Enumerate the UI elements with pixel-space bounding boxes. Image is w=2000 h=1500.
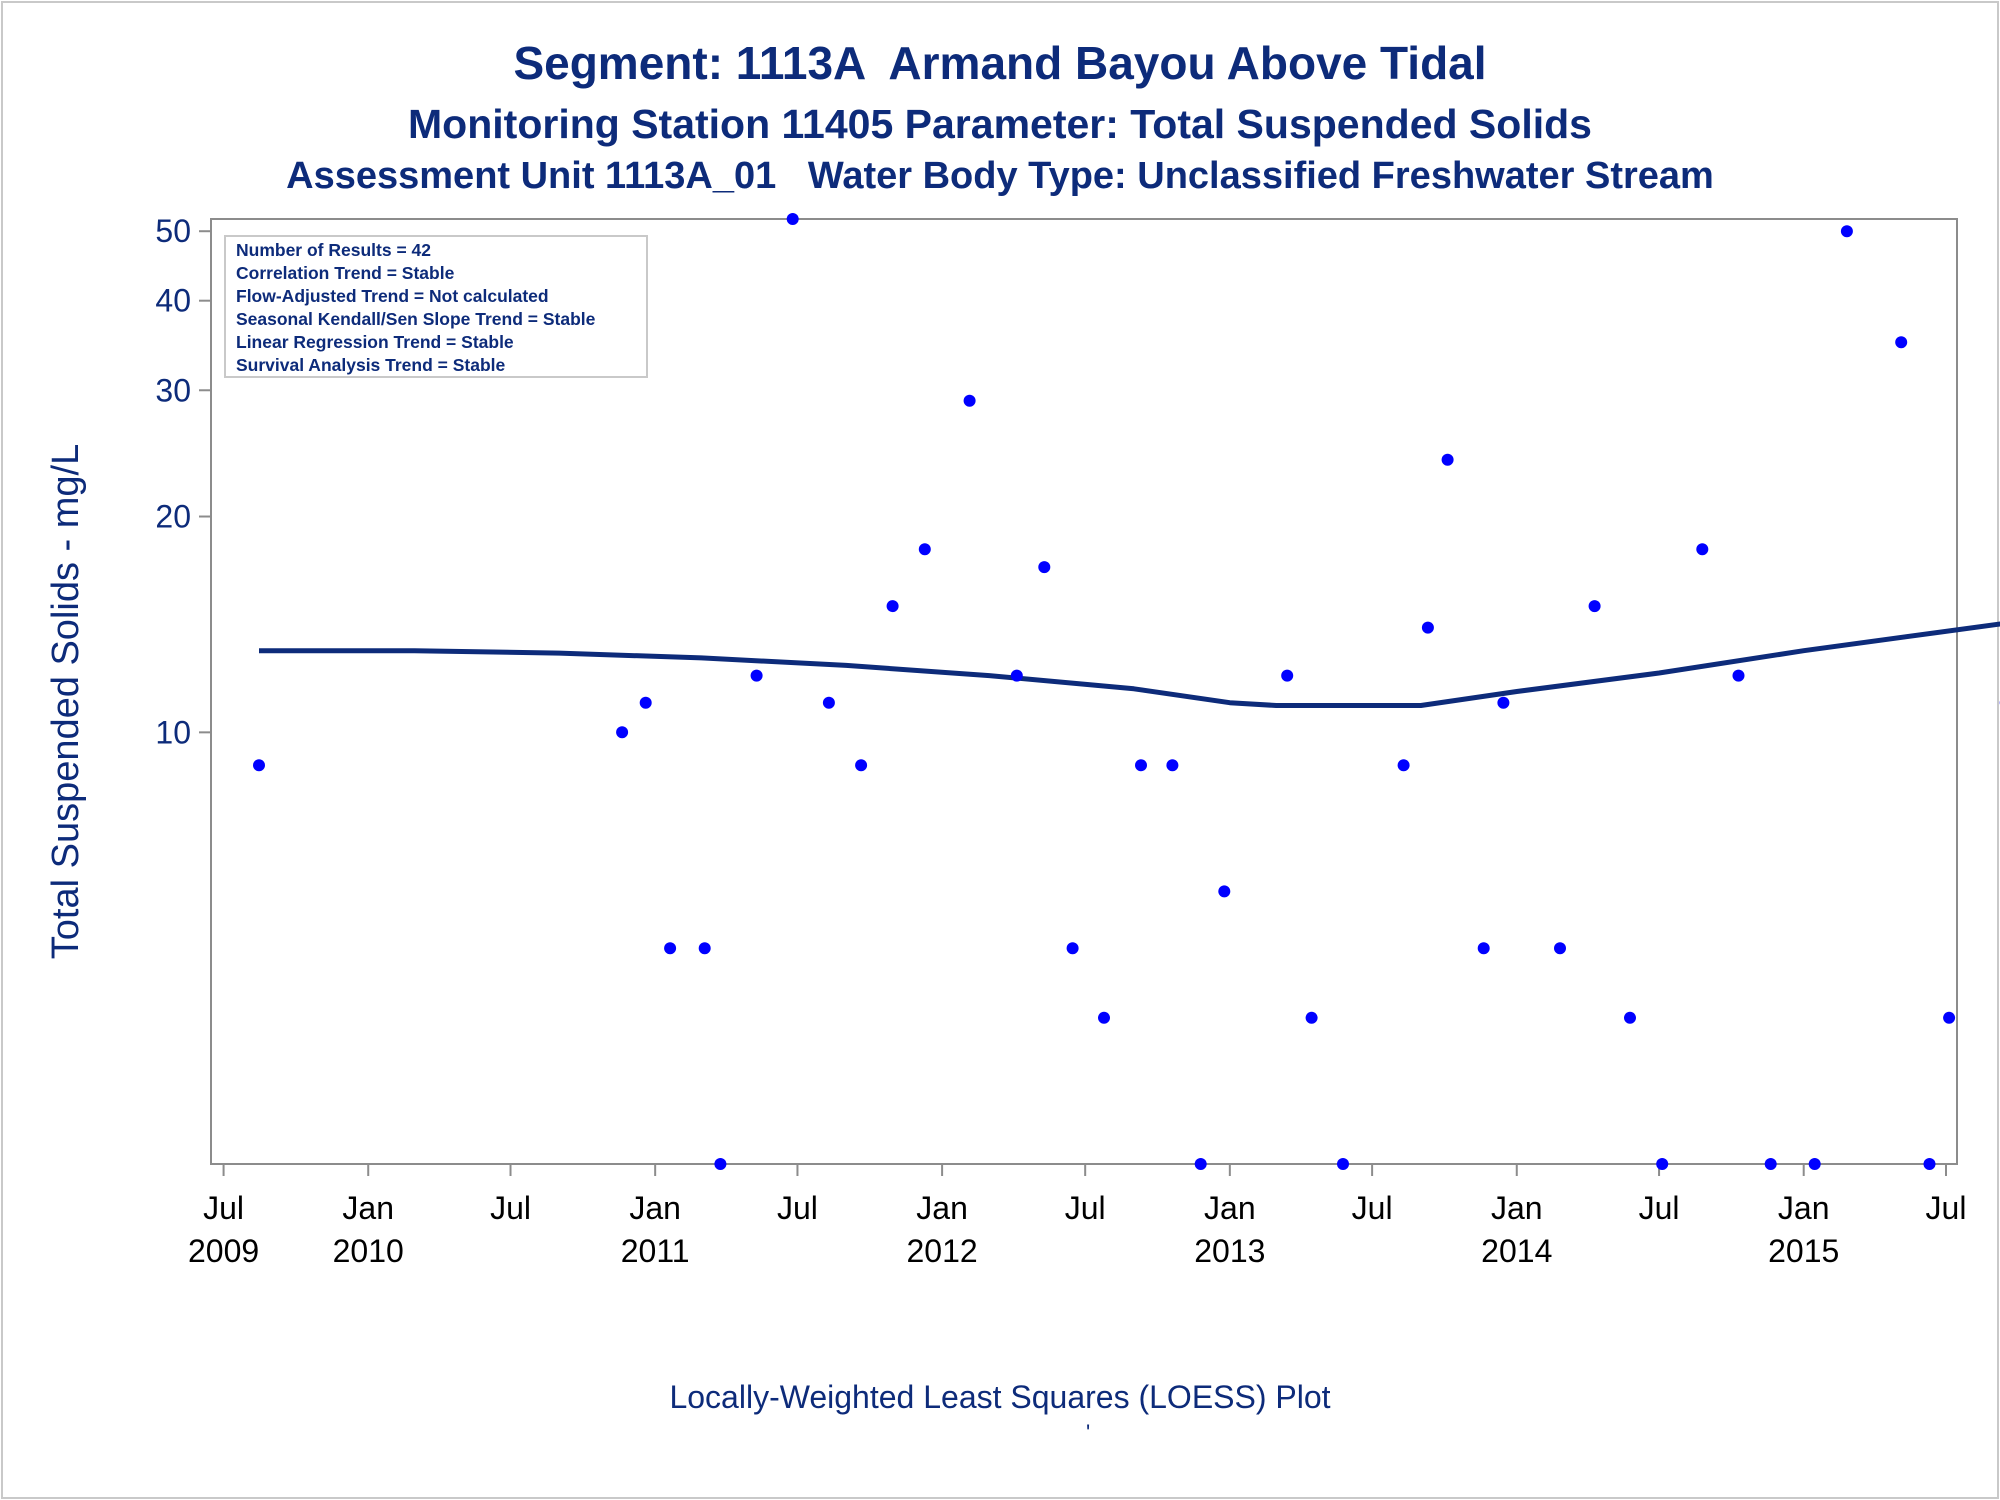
x-tick-label: Jan <box>1491 1190 1543 1226</box>
data-point <box>1038 561 1051 574</box>
data-point <box>1923 1158 1936 1170</box>
stats-line: Flow-Adjusted Trend = Not calculated <box>236 286 549 306</box>
x-tick-label: Jul <box>203 1190 244 1226</box>
x-tick-label: Jul <box>777 1190 818 1226</box>
data-point <box>616 726 629 739</box>
x-tick-label: Jul <box>1639 1190 1680 1226</box>
data-point <box>822 696 835 709</box>
y-tick-label: 40 <box>155 283 191 319</box>
data-point <box>1166 759 1179 772</box>
x-tick-label: Jan <box>342 1190 394 1226</box>
data-point <box>1764 1158 1777 1170</box>
data-point <box>1305 1011 1318 1024</box>
data-point <box>1808 1158 1821 1170</box>
x-tick-label: Jul <box>1926 1190 1967 1226</box>
data-point <box>1554 942 1566 955</box>
data-point <box>1194 1158 1207 1170</box>
data-point <box>1098 1011 1110 1024</box>
x-tick-label: Jul <box>1065 1190 1106 1226</box>
plot-area <box>210 218 1958 1165</box>
chart-subtitle-2: Assessment Unit 1113A_01 Water Body Type… <box>286 155 1714 197</box>
x-tick-label: Jul <box>1352 1190 1393 1226</box>
y-tick-label: 50 <box>155 213 191 249</box>
x-tick-label: Jan <box>629 1190 681 1226</box>
data-point <box>714 1158 727 1170</box>
stats-line: Correlation Trend = Stable <box>236 263 455 283</box>
data-point <box>1010 669 1023 682</box>
y-tick-label: 30 <box>155 372 191 408</box>
data-point <box>1421 621 1434 634</box>
y-tick-label: 10 <box>155 714 191 750</box>
chart-title: Segment: 1113A Armand Bayou Above Tidal <box>513 37 1487 89</box>
data-point <box>1895 336 1908 349</box>
x-tick-year-label: 2009 <box>188 1233 259 1269</box>
stats-line: Survival Analysis Trend = Stable <box>236 355 506 375</box>
data-point <box>1135 759 1147 772</box>
data-point <box>855 759 868 772</box>
x-tick-year-label: 2014 <box>1481 1233 1552 1269</box>
stats-box <box>224 235 648 378</box>
data-point <box>1218 885 1231 898</box>
data-point <box>1441 453 1454 466</box>
data-point <box>886 600 899 613</box>
data-point <box>918 543 931 556</box>
data-point <box>1588 600 1601 613</box>
data-point <box>963 394 976 407</box>
data-point <box>1696 543 1709 556</box>
chart-footnote: Locally-Weighted Least Squares (LOESS) P… <box>669 1379 1331 1415</box>
y-tick-label: 20 <box>155 499 191 535</box>
x-tick-year-label: 2012 <box>907 1233 978 1269</box>
x-tick-year-label: 2010 <box>333 1233 404 1269</box>
x-tick-label: Jul <box>490 1190 531 1226</box>
data-point <box>698 942 711 955</box>
x-tick-label: Jan <box>1778 1190 1830 1226</box>
data-point <box>1497 696 1510 709</box>
data-point <box>1624 1011 1636 1024</box>
data-point <box>639 696 652 709</box>
data-point <box>750 669 763 682</box>
data-point <box>1477 942 1490 955</box>
loess-line <box>259 621 2000 708</box>
data-point <box>253 759 265 772</box>
data-point <box>1281 669 1294 682</box>
stats-line: Number of Results = 42 <box>236 240 431 260</box>
x-tick-year-label: 2015 <box>1768 1233 1839 1269</box>
chart-subtitle: Monitoring Station 11405 Parameter: Tota… <box>408 101 1592 147</box>
stats-line: Seasonal Kendall/Sen Slope Trend = Stabl… <box>236 309 596 329</box>
y-axis-label: Total Suspended Solids - mg/L <box>45 444 87 959</box>
x-tick-label: Jan <box>916 1190 968 1226</box>
data-point <box>1656 1158 1669 1170</box>
footnote-mark: ' <box>1086 1420 1091 1445</box>
x-tick-year-label: 2011 <box>621 1233 690 1269</box>
data-point <box>1337 1158 1349 1170</box>
x-tick-label: Jan <box>1204 1190 1256 1226</box>
x-tick-year-label: 2013 <box>1194 1233 1265 1269</box>
data-point <box>1943 1011 1956 1024</box>
data-point <box>1066 942 1079 955</box>
data-point <box>664 942 677 955</box>
data-point <box>1732 669 1745 682</box>
stats-line: Linear Regression Trend = Stable <box>236 332 514 352</box>
data-point <box>786 213 799 225</box>
data-point <box>1397 759 1410 772</box>
data-point <box>1840 225 1853 238</box>
